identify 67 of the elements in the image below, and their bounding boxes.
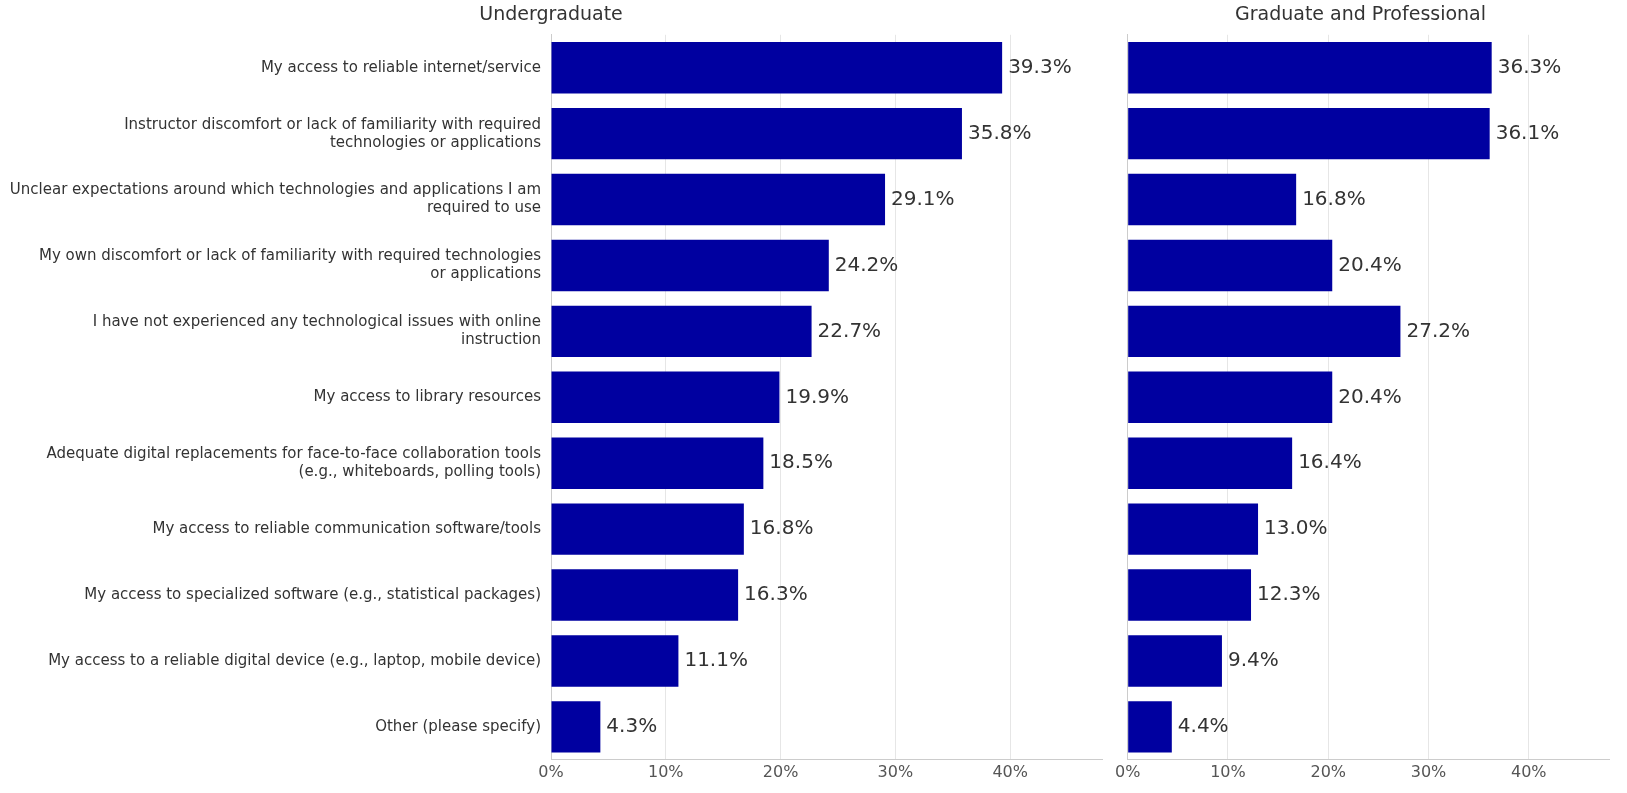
x-tick-label: 10% xyxy=(648,761,684,781)
y-tick-label: My access to reliable internet/service xyxy=(260,57,541,76)
bar xyxy=(551,305,812,358)
data-label: 16.3% xyxy=(744,581,808,606)
x-tick-label: 10% xyxy=(1210,761,1246,781)
data-label: 4.3% xyxy=(606,713,658,738)
bar xyxy=(551,239,829,292)
bar xyxy=(551,42,1003,94)
bar xyxy=(551,437,764,489)
data-label: 18.5% xyxy=(769,449,833,474)
data-label: 27.2% xyxy=(1406,317,1470,342)
data-label: 4.4% xyxy=(1177,713,1229,738)
y-tick-label: Instructor discomfort or lack of familiarity with required technologies or applications xyxy=(124,114,542,151)
bar xyxy=(551,635,679,687)
bar xyxy=(551,107,962,160)
data-label: 22.7% xyxy=(817,317,882,342)
bar xyxy=(1128,107,1490,160)
data-label: 29.1% xyxy=(891,185,955,210)
data-label: 16.8% xyxy=(749,515,814,540)
y-tick-label: Unclear expectations around which technologies and applications I am required to use xyxy=(9,180,541,217)
data-label: 20.4% xyxy=(1338,251,1402,276)
x-tick-label: 20% xyxy=(762,761,799,781)
bar xyxy=(551,701,601,753)
bar xyxy=(551,173,886,226)
bar xyxy=(1128,635,1222,687)
data-label: 39.3% xyxy=(1008,53,1072,78)
bar xyxy=(1128,305,1401,358)
data-label: 9.4% xyxy=(1227,647,1279,672)
bar xyxy=(1128,569,1252,621)
x-tick-label: 40% xyxy=(992,761,1028,781)
chart-title: Graduate and Professional xyxy=(1234,2,1487,25)
bar xyxy=(551,371,780,424)
bar xyxy=(1128,503,1259,555)
y-tick-label: My access to specialized software (e.g., statistical packages) xyxy=(84,584,541,603)
y-tick-label: My access to a reliable digital device (e.g., laptop, mobile device) xyxy=(48,650,541,669)
data-label: 13.0% xyxy=(1264,515,1328,540)
data-label: 12.3% xyxy=(1257,581,1321,606)
y-tick-label: My own discomfort or lack of familiarity with required technologies or applications xyxy=(39,246,542,283)
x-tick-label: 40% xyxy=(1511,761,1547,781)
bar xyxy=(1128,239,1333,292)
data-label: 11.1% xyxy=(684,647,748,672)
data-label: 16.4% xyxy=(1298,449,1362,474)
x-tick-label: 0% xyxy=(538,761,564,781)
y-tick-label: My access to reliable communication software/tools xyxy=(152,519,542,538)
data-label: 24.2% xyxy=(834,251,899,276)
data-label: 35.8% xyxy=(967,119,1032,144)
data-label: 19.9% xyxy=(785,383,849,408)
x-tick-label: 0% xyxy=(1115,761,1141,781)
y-tick-label: Other (please specify) xyxy=(375,716,541,735)
bar xyxy=(1128,701,1172,753)
data-label: 16.8% xyxy=(1302,185,1366,210)
y-tick-label: Adequate digital replacements for face-to-face collaboration tools (e.g., whiteboards, polling tools) xyxy=(46,444,542,481)
y-tick-label: My access to library resources xyxy=(313,387,542,406)
bar xyxy=(551,569,739,621)
x-tick-label: 30% xyxy=(877,761,914,781)
bar xyxy=(1128,42,1492,94)
data-label: 36.1% xyxy=(1495,119,1560,144)
data-label: 36.3% xyxy=(1497,53,1562,78)
y-tick-label: I have not experienced any technological issues with online instruction xyxy=(92,312,541,349)
bar xyxy=(1128,173,1297,226)
bar xyxy=(1128,437,1293,489)
bar xyxy=(1128,371,1333,424)
x-tick-label: 20% xyxy=(1310,761,1347,781)
chart-title: Undergraduate xyxy=(479,2,623,25)
data-label: 20.4% xyxy=(1338,383,1402,408)
x-tick-label: 30% xyxy=(1410,761,1447,781)
bar xyxy=(551,503,744,555)
